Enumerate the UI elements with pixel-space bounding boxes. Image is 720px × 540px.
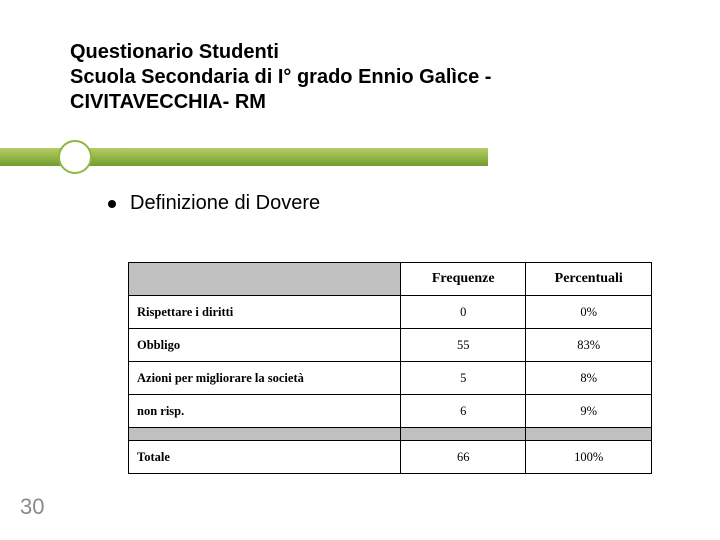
title-line-3: CIVITAVECCHIA- RM <box>70 90 670 115</box>
table-row: Azioni per migliorare la società 5 8% <box>129 362 652 395</box>
row-pct: 9% <box>526 395 652 428</box>
table-header-row: Frequenze Percentuali <box>129 263 652 296</box>
table-row: Obbligo 55 83% <box>129 329 652 362</box>
spacer-cell <box>526 428 652 441</box>
slide: Questionario Studenti Scuola Secondaria … <box>0 0 720 540</box>
spacer-cell <box>129 428 401 441</box>
table-header-blank <box>129 263 401 296</box>
row-label: non risp. <box>129 395 401 428</box>
spacer-cell <box>400 428 526 441</box>
bullet-text: Definizione di Dovere <box>130 192 320 215</box>
page-number: 30 <box>20 494 44 520</box>
title-line-1: Questionario Studenti <box>70 40 670 65</box>
row-label: Rispettare i diritti <box>129 296 401 329</box>
table-header-pct: Percentuali <box>526 263 652 296</box>
title-line-2: Scuola Secondaria di I° grado Ennio Galì… <box>70 65 670 90</box>
total-pct: 100% <box>526 441 652 474</box>
row-pct: 8% <box>526 362 652 395</box>
bullet-dot-icon <box>108 200 116 208</box>
row-pct: 0% <box>526 296 652 329</box>
table-spacer-row <box>129 428 652 441</box>
row-freq: 0 <box>400 296 526 329</box>
total-freq: 66 <box>400 441 526 474</box>
table-header-freq: Frequenze <box>400 263 526 296</box>
data-table-container: Frequenze Percentuali Rispettare i dirit… <box>128 262 652 474</box>
row-label: Azioni per migliorare la società <box>129 362 401 395</box>
accent-circle <box>58 140 92 174</box>
bullet-item: Definizione di Dovere <box>108 192 320 215</box>
slide-title: Questionario Studenti Scuola Secondaria … <box>70 40 670 115</box>
total-label: Totale <box>129 441 401 474</box>
data-table: Frequenze Percentuali Rispettare i dirit… <box>128 262 652 474</box>
row-freq: 5 <box>400 362 526 395</box>
table-total-row: Totale 66 100% <box>129 441 652 474</box>
row-label: Obbligo <box>129 329 401 362</box>
table-row: Rispettare i diritti 0 0% <box>129 296 652 329</box>
row-freq: 6 <box>400 395 526 428</box>
table-row: non risp. 6 9% <box>129 395 652 428</box>
row-freq: 55 <box>400 329 526 362</box>
row-pct: 83% <box>526 329 652 362</box>
